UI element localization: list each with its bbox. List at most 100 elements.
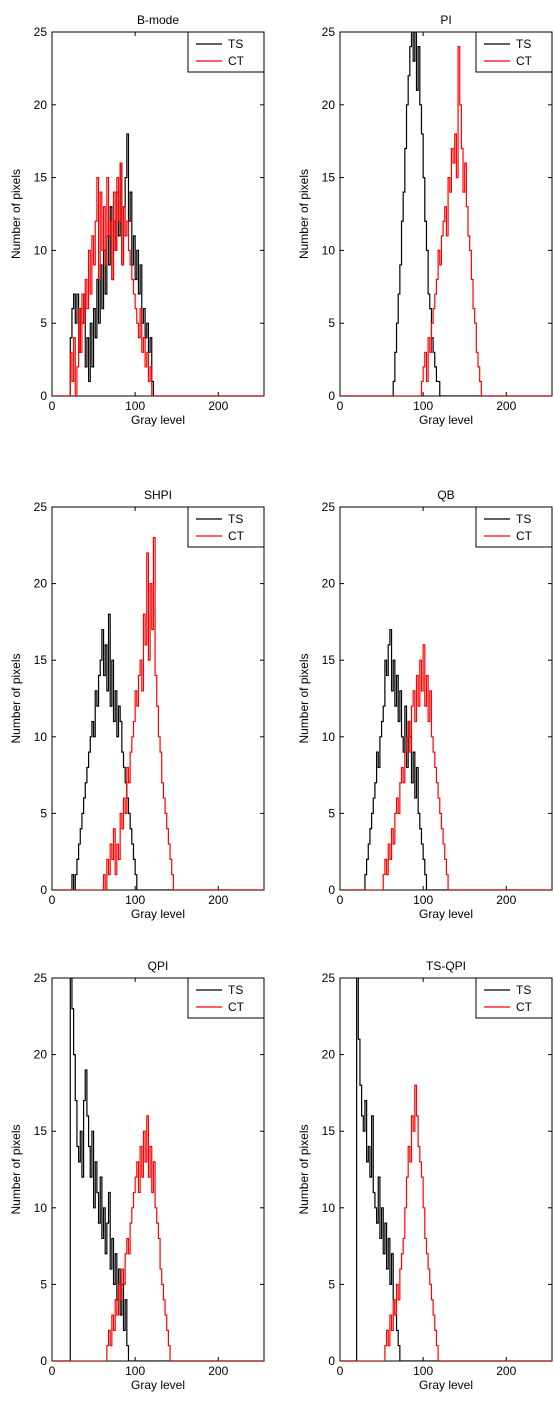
series-ts-line (52, 613, 264, 890)
y-tick-label: 0 (328, 1354, 335, 1368)
y-axis-label: Number of pixels (9, 1124, 23, 1214)
series-ct-line (52, 162, 264, 396)
legend (475, 506, 553, 548)
y-tick-label: 0 (40, 1354, 47, 1368)
y-tick-label: 15 (322, 653, 336, 667)
x-tick-label: 200 (208, 399, 228, 413)
plot-frame (51, 31, 265, 397)
y-axis-label: Number of pixels (297, 653, 311, 743)
y-tick-label: 20 (322, 98, 336, 112)
x-tick-label: 100 (413, 893, 433, 907)
legend-label-ts: TS (516, 37, 531, 51)
y-tick-label: 15 (322, 171, 336, 185)
y-axis-label: Number of pixels (9, 169, 23, 259)
legend-label-ct: CT (228, 1000, 245, 1014)
x-tick-label: 100 (125, 893, 145, 907)
panel-2: SHPI 0 5 10 15 20 25 0 100 200 Gray level Number of… (9, 488, 265, 921)
y-tick-label: 10 (322, 730, 336, 744)
x-axis-label: Gray level (131, 413, 185, 427)
y-tick-label: 20 (34, 98, 48, 112)
x-tick-label: 0 (337, 399, 344, 413)
y-tick-label: 5 (328, 316, 335, 330)
y-tick-label: 0 (328, 389, 335, 403)
panel-0: B-mode 0 5 10 15 20 25 0 100 200 Gray level Number … (9, 13, 265, 427)
y-tick-label: 10 (322, 1201, 336, 1215)
y-tick-label: 25 (34, 971, 48, 985)
x-tick-label: 200 (208, 1364, 228, 1378)
legend-label-ct: CT (516, 54, 533, 68)
y-tick-label: 0 (328, 883, 335, 897)
x-axis-label: Gray level (419, 907, 473, 921)
y-tick-label: 5 (328, 1277, 335, 1291)
y-tick-label: 20 (322, 1048, 336, 1062)
legend (475, 977, 553, 1019)
x-tick-label: 0 (49, 1364, 56, 1378)
legend-label-ct: CT (516, 529, 533, 543)
y-tick-label: 0 (40, 389, 47, 403)
series-ts-line (52, 978, 264, 1361)
series-ct-line (340, 644, 552, 890)
legend-label-ts: TS (228, 37, 243, 51)
y-tick-label: 5 (328, 806, 335, 820)
x-axis-label: Gray level (419, 413, 473, 427)
y-tick-label: 20 (34, 577, 48, 591)
x-tick-label: 200 (496, 1364, 516, 1378)
legend-label-ts: TS (516, 512, 531, 526)
legend (187, 977, 265, 1019)
x-tick-label: 0 (49, 893, 56, 907)
legend (187, 31, 265, 73)
x-tick-label: 100 (413, 399, 433, 413)
x-tick-label: 100 (125, 399, 145, 413)
x-tick-label: 200 (496, 893, 516, 907)
series-ct-line (52, 537, 264, 890)
legend (475, 31, 553, 73)
chart-title: TS-QPI (426, 959, 466, 973)
x-tick-label: 200 (208, 893, 228, 907)
series-ts-line (340, 32, 552, 396)
plot-frame (339, 506, 553, 891)
y-tick-label: 25 (322, 25, 336, 39)
x-axis-label: Gray level (419, 1378, 473, 1392)
series-ct-line (52, 1115, 264, 1361)
x-tick-label: 0 (337, 893, 344, 907)
x-axis-label: Gray level (131, 907, 185, 921)
panel-1: PI 0 5 10 15 20 25 0 100 200 Gray level Number of p… (297, 13, 553, 427)
y-tick-label: 20 (322, 577, 336, 591)
y-axis-label: Number of pixels (297, 169, 311, 259)
y-tick-label: 10 (34, 1201, 48, 1215)
x-tick-label: 0 (49, 399, 56, 413)
legend-label-ct: CT (228, 529, 245, 543)
legend-label-ct: CT (228, 54, 245, 68)
chart-title: QPI (148, 959, 169, 973)
y-tick-label: 5 (40, 806, 47, 820)
y-tick-label: 25 (34, 25, 48, 39)
y-tick-label: 25 (322, 500, 336, 514)
y-axis-label: Number of pixels (9, 653, 23, 743)
plot-frame (339, 977, 553, 1362)
panel-3: QB 0 5 10 15 20 25 0 100 200 Gray level Number of p… (297, 488, 553, 921)
legend-label-ts: TS (228, 983, 243, 997)
chart-title: QB (437, 488, 454, 502)
legend (187, 506, 265, 548)
y-tick-label: 10 (322, 243, 336, 257)
chart-title: PI (440, 13, 451, 27)
legend-label-ts: TS (516, 983, 531, 997)
y-tick-label: 15 (34, 653, 48, 667)
y-tick-label: 0 (40, 883, 47, 897)
series-ts-line (340, 628, 552, 890)
chart-title: SHPI (144, 488, 172, 502)
series-ct-line (340, 45, 552, 396)
y-tick-label: 25 (34, 500, 48, 514)
x-tick-label: 200 (496, 399, 516, 413)
panel-4: QPI 0 5 10 15 20 25 0 100 200 Gray level Number of … (9, 959, 265, 1392)
y-tick-label: 15 (34, 1124, 48, 1138)
y-tick-label: 20 (34, 1048, 48, 1062)
chart-title: B-mode (137, 13, 179, 27)
y-tick-label: 15 (34, 171, 48, 185)
y-tick-label: 5 (40, 1277, 47, 1291)
panel-5: TS-QPI 0 5 10 15 20 25 0 100 200 Gray level Number … (297, 959, 553, 1392)
series-ct-line (340, 1084, 552, 1361)
plot-frame (51, 977, 265, 1362)
y-tick-label: 5 (40, 316, 47, 330)
